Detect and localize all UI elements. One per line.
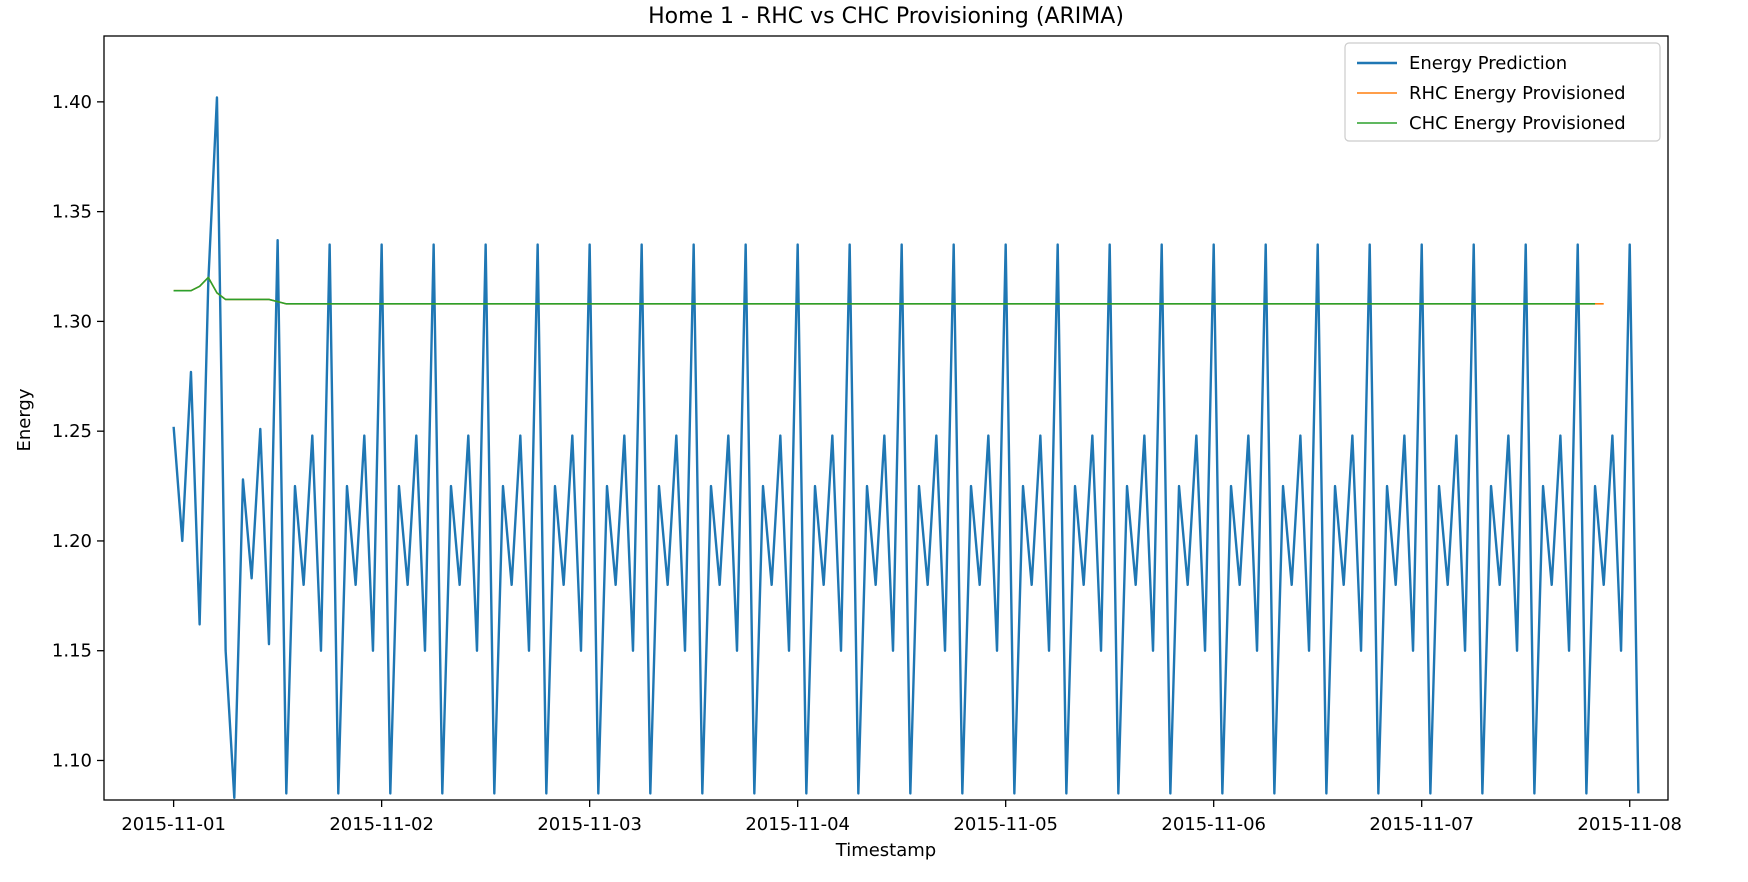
legend-box [1344,42,1661,142]
x-tick-label: 2015-11-05 [953,814,1058,835]
chart-title: Home 1 - RHC vs CHC Provisioning (ARIMA) [648,4,1124,29]
x-tick-label: 2015-11-03 [537,814,642,835]
x-tick-label: 2015-11-08 [1577,814,1682,835]
y-tick-label: 1.40 [52,92,92,113]
legend-label: RHC Energy Provisioned [1409,83,1626,104]
series-line-energy-prediction [172,96,1640,799]
y-tick-label: 1.10 [52,750,92,771]
legend-label: CHC Energy Provisioned [1409,113,1626,134]
legend-label: Energy Prediction [1409,53,1567,74]
y-tick-label: 1.35 [52,202,92,223]
series-line-rhc-energy-provisioned [173,276,1604,305]
plot-frame [103,35,1669,801]
y-axis-label: Energy [14,388,35,451]
x-tick-label: 2015-11-06 [1161,814,1266,835]
x-tick-label: 2015-11-07 [1369,814,1474,835]
y-tick-label: 1.25 [52,421,92,442]
x-tick-label: 2015-11-01 [121,814,226,835]
series-layer [172,96,1640,799]
y-tick-label: 1.20 [52,531,92,552]
x-axis-label: Timestamp [835,840,936,861]
legend: Energy Prediction RHC Energy Provisioned C… [1344,42,1661,142]
x-tick-label: 2015-11-04 [745,814,850,835]
series-line-chc-energy-provisioned [173,276,1596,305]
y-tick-label: 1.15 [52,641,92,662]
y-tick-label: 1.30 [52,311,92,332]
ticks-layer: 2015-11-01 2015-11-02 2015-11-03 2015-11-04… [52,92,1682,835]
x-tick-label: 2015-11-02 [329,814,434,835]
